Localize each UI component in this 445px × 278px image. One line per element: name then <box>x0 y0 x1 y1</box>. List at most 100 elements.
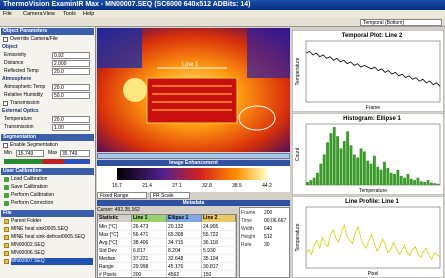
frame-slider[interactable] <box>97 153 290 159</box>
histogram-bar <box>423 182 426 185</box>
table-cell: 56.471 <box>132 231 167 239</box>
table-cell: 36.118 <box>202 239 236 247</box>
scale-dropdown[interactable]: FR Scale <box>150 192 190 199</box>
checkbox[interactable] <box>3 143 8 148</box>
histogram-bar <box>319 164 322 185</box>
histogram-bar <box>329 133 332 185</box>
button[interactable]: Perform Correction <box>11 200 53 207</box>
subsection-label: External Optics <box>2 108 39 115</box>
field-label: Relative Humidity <box>4 92 43 99</box>
segmentation-bar <box>4 159 90 164</box>
subsection-label: Atmosphere <box>2 76 31 83</box>
hot-spot <box>123 78 147 102</box>
file-item[interactable]: MINE heat sink-defrost0005.SEQ <box>11 234 93 241</box>
file-icon <box>4 251 9 256</box>
column-header: Statistic <box>98 215 132 222</box>
histogram-bar <box>427 180 430 185</box>
plot-title: Line Profile: Line 1 <box>345 199 399 205</box>
metadata-list: Frame200Time00:06.667Width640Height512Ra… <box>239 207 290 278</box>
file-icon <box>4 235 9 240</box>
checkbox-label: Transmission <box>10 100 40 107</box>
table-cell: Avg [°C] <box>98 239 132 247</box>
field-label: Emissivity <box>4 52 26 59</box>
field-input[interactable]: 15.749 <box>16 150 44 157</box>
histogram-bar <box>430 183 433 185</box>
file-icon <box>4 227 9 232</box>
column-header: Line 1 <box>132 215 167 222</box>
histogram-bar <box>340 148 343 185</box>
field-input[interactable]: 20.0 <box>52 84 90 91</box>
file-item[interactable]: MINE heat sink0005.SEQ <box>11 226 93 233</box>
table-cell: 37.221 <box>132 255 167 263</box>
file-item[interactable]: MN00007.SEQ <box>11 258 93 265</box>
histogram-bar <box>433 183 436 185</box>
histogram-bar <box>343 141 346 185</box>
field-input[interactable]: 20.0 <box>52 68 90 75</box>
field-label: Atmospheric Temp <box>4 84 45 91</box>
histogram-bar <box>376 167 379 185</box>
histogram-bar <box>380 170 383 185</box>
histogram-bar <box>353 155 356 186</box>
x-axis-label: Temperature <box>359 188 387 194</box>
scale-label: 27.1 <box>172 183 182 189</box>
histogram-bar <box>386 168 389 185</box>
histogram-bar <box>316 173 319 185</box>
field-input[interactable]: 2.000 <box>52 60 90 67</box>
table-cell: 150 <box>202 271 236 278</box>
menu-item[interactable]: Tools <box>63 10 76 18</box>
x-axis-label: Pixel <box>368 271 379 277</box>
button-icon <box>4 185 9 190</box>
plot-area <box>306 41 440 102</box>
palette-bar <box>117 168 267 180</box>
histogram-bar <box>356 158 359 185</box>
field-input[interactable]: 1.00 <box>52 124 90 131</box>
menu-item[interactable]: Help <box>83 10 94 18</box>
plot-panel: Line Profile: Line 1PixelTemperature <box>292 196 444 278</box>
plot-panel: Histogram: Ellipse 1TemperatureCount <box>292 113 444 195</box>
menu-item[interactable]: Camera <box>23 10 43 18</box>
table-cell: Range <box>98 263 132 271</box>
field-input[interactable]: 50.0 <box>52 92 90 99</box>
y-axis-label: Count <box>295 147 301 161</box>
field-input[interactable]: 0.92 <box>52 52 90 59</box>
button-icon <box>4 177 9 182</box>
checkbox[interactable] <box>3 101 8 106</box>
table-cell: 65.308 <box>167 231 202 239</box>
histogram-bar <box>366 161 369 185</box>
checkbox[interactable] <box>3 37 8 42</box>
info-value: 00:06.667 <box>264 217 286 225</box>
file-item[interactable]: Parent Folder <box>11 218 93 225</box>
subsection-label: Object <box>2 44 18 51</box>
menu-item[interactable]: File <box>3 10 12 18</box>
scale-label: 21.4 <box>142 183 152 189</box>
table-cell: 30.817 <box>202 263 236 271</box>
section-header: Object Parameters <box>1 28 94 35</box>
field-input[interactable]: 35.749 <box>60 150 90 157</box>
histogram-bar <box>383 162 386 185</box>
table-cell: 29.998 <box>132 263 167 271</box>
table-cell: 200 <box>132 271 167 278</box>
field-label: Distance <box>4 60 23 67</box>
menu-item[interactable]: View <box>43 10 55 18</box>
button[interactable]: Load Calibration <box>11 176 47 183</box>
file-item[interactable]: MN00002.SEQ <box>11 242 93 249</box>
histogram-bar <box>403 178 406 185</box>
table-cell: 8.204 <box>167 247 202 255</box>
file-icon <box>4 243 9 248</box>
file-item[interactable]: MN00006.SEQ <box>11 250 93 257</box>
thermal-image: Line 1 <box>97 28 290 152</box>
table-cell: 45.176 <box>167 263 202 271</box>
field-input[interactable]: 20.0 <box>52 116 90 123</box>
histogram-bar <box>410 179 413 185</box>
table-cell: 24.905 <box>202 223 236 231</box>
table-cell: 35.104 <box>202 255 236 263</box>
field-label: Temperature <box>4 116 32 123</box>
layout-dropdown[interactable]: Temporal (Bottom) <box>360 19 442 26</box>
roi-label: Line 1 <box>182 62 199 68</box>
button[interactable]: Save Calibration <box>11 184 48 191</box>
mode-dropdown[interactable]: Fixed Range <box>97 192 147 199</box>
scale-label: 44.2 <box>262 183 272 189</box>
button[interactable]: Perform Calibration <box>11 192 54 199</box>
histogram-bar <box>323 155 326 186</box>
scale-label: 15.7 <box>112 183 122 189</box>
